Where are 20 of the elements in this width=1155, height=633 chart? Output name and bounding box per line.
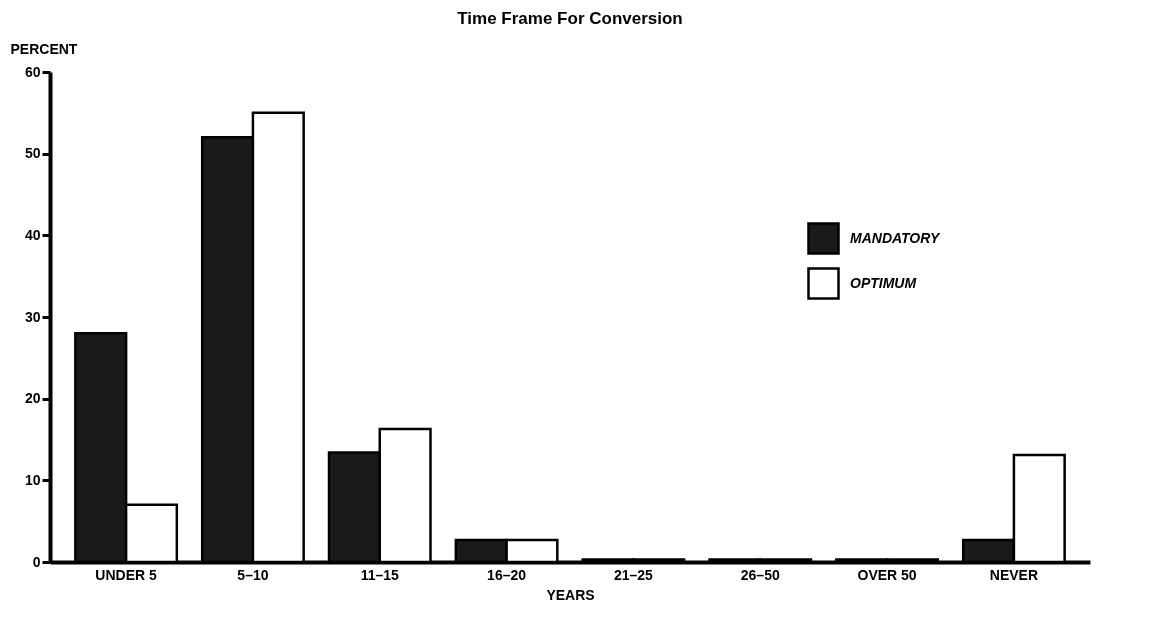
y-tick-label: 50: [24, 145, 41, 162]
x-tick-label: 21–25: [613, 566, 654, 583]
y-tick-label: 40: [24, 226, 41, 243]
x-tick-label: 11–15: [360, 566, 400, 583]
x-tick-label: 5–10: [237, 566, 269, 583]
y-tick-label: 10: [24, 471, 41, 488]
x-tick-label: 26–50: [740, 566, 780, 583]
x-tick-label: OVER 50: [857, 566, 917, 583]
y-axis-title: PERCENT: [10, 40, 78, 57]
y-tick-label: 20: [24, 390, 41, 407]
x-tick-label: UNDER 5: [95, 566, 158, 583]
legend-label: MANDATORY: [850, 229, 942, 246]
y-tick-label: 0: [32, 553, 41, 570]
x-axis-title: YEARS: [546, 586, 595, 603]
x-tick-label: 16–20: [487, 566, 527, 583]
y-tick-label: 30: [24, 308, 41, 325]
legend-label: OPTIMUM: [850, 274, 917, 291]
chart-title: Time Frame For Conversion: [457, 9, 683, 28]
x-tick-label: NEVER: [989, 566, 1039, 583]
y-tick-label: 60: [24, 63, 41, 80]
